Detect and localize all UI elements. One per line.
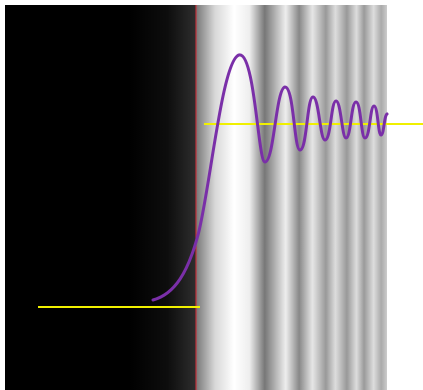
light-region	[196, 5, 387, 390]
dark-region	[5, 5, 196, 390]
ringing-curve	[151, 53, 389, 302]
